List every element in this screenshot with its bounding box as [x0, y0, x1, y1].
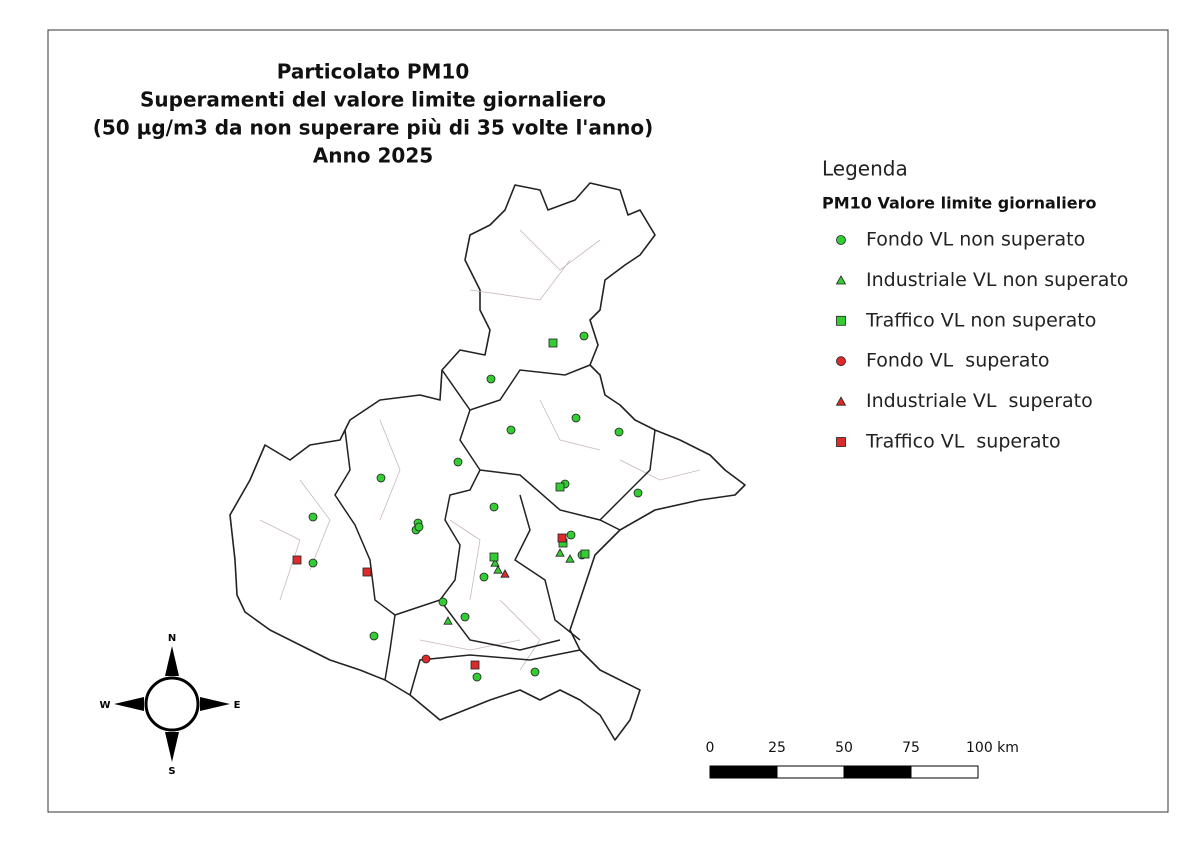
station-marker: [421, 654, 431, 664]
scale-label: 50: [835, 740, 853, 756]
station-marker: [460, 612, 470, 622]
scale-segment: [776, 765, 845, 779]
title-line: Particolato PM10: [277, 60, 470, 84]
legend-label: Fondo VL non superato: [866, 229, 1085, 251]
compass-west: W: [99, 700, 110, 711]
compass-arrow: [114, 697, 144, 711]
station-marker: [490, 558, 500, 567]
station-marker: [506, 425, 516, 435]
scale-segment: [910, 765, 979, 779]
legend-heading: Legenda: [822, 157, 908, 181]
station-marker: [472, 672, 482, 682]
station-marker: [530, 667, 540, 677]
station-marker: [835, 396, 847, 406]
station-marker: [633, 488, 643, 498]
station-marker: [493, 565, 503, 574]
compass-arrow: [165, 732, 179, 762]
station-marker: [292, 555, 302, 565]
station-marker: [836, 315, 846, 326]
station-marker: [308, 512, 318, 522]
station-marker: [557, 533, 567, 543]
scale-segment: [843, 765, 912, 779]
compass-north: N: [168, 633, 176, 644]
scale-label: 100 km: [966, 740, 1019, 756]
station-marker: [548, 338, 558, 348]
scale-segment: [709, 765, 778, 779]
title: Particolato PM10 Superamenti del valore l…: [93, 60, 654, 168]
compass-arrow: [165, 646, 179, 676]
title-line: Superamenti del valore limite giornalier…: [140, 88, 606, 112]
station-marker: [414, 522, 424, 532]
station-marker: [308, 558, 318, 568]
station-marker: [579, 331, 589, 341]
station-marker: [443, 616, 453, 625]
station-marker: [486, 374, 496, 384]
station-marker: [479, 572, 489, 582]
scale-label: 25: [768, 740, 786, 756]
station-marker: [565, 554, 575, 563]
station-marker: [362, 567, 372, 577]
station-marker: [470, 660, 480, 670]
station-marker: [369, 631, 379, 641]
legend-label: Traffico VL non superato: [865, 309, 1096, 331]
station-marker: [836, 235, 846, 245]
station-marker: [376, 473, 386, 483]
station-marker: [555, 482, 565, 492]
station-marker: [571, 413, 581, 423]
compass-south: S: [168, 766, 175, 777]
stations: [292, 331, 643, 682]
compass: N S E W: [99, 633, 240, 777]
station-marker: [500, 569, 510, 578]
title-line: Anno 2025: [313, 144, 433, 168]
station-marker: [614, 427, 624, 437]
station-marker: [438, 597, 448, 607]
title-line: (50 µg/m3 da non superare più di 35 volt…: [93, 116, 654, 140]
compass-east: E: [234, 700, 241, 711]
legend-label: Fondo VL superato: [866, 350, 1050, 372]
municipal-lines: [259, 229, 701, 671]
station-marker: [555, 548, 565, 557]
station-marker: [580, 549, 590, 559]
compass-ring: [144, 676, 200, 732]
scale-label: 75: [902, 740, 920, 756]
scale-label: 0: [706, 740, 715, 756]
legend-group: PM10 Valore limite giornaliero: [822, 194, 1096, 213]
compass-arrow: [200, 697, 230, 711]
station-marker: [566, 530, 576, 540]
station-marker: [489, 552, 499, 562]
region-outline: [229, 182, 746, 741]
station-marker: [453, 457, 463, 467]
legend-label: Traffico VL superato: [865, 431, 1061, 453]
station-marker: [836, 356, 846, 367]
scale-bar: 0 25 50 75 100 km: [706, 740, 1019, 779]
station-marker: [836, 437, 846, 447]
region: [229, 182, 746, 741]
station-marker: [835, 275, 847, 285]
station-marker: [489, 502, 499, 512]
legend: Fondo VL non superato Industriale VL non …: [835, 229, 1128, 453]
legend-label: Industriale VL superato: [866, 390, 1093, 412]
province-boundaries: [334, 364, 656, 696]
legend-label: Industriale VL non superato: [866, 269, 1128, 291]
